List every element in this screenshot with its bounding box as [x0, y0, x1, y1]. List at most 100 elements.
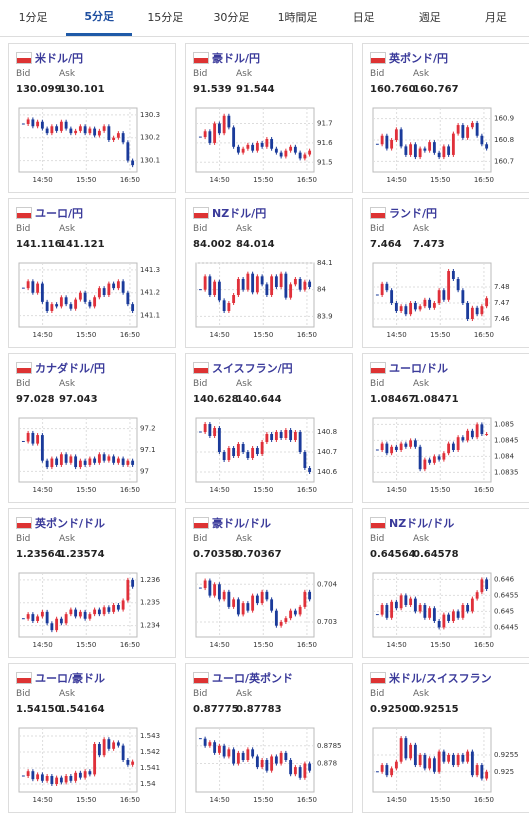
- y-tick-label: 91.5: [317, 158, 333, 166]
- candle: [97, 288, 101, 298]
- plot-frame: [18, 262, 138, 328]
- x-tick-label: 16:50: [297, 641, 317, 649]
- x-tick-label: 16:50: [474, 176, 494, 184]
- candle: [208, 580, 212, 596]
- candle: [126, 460, 130, 465]
- rate-panel[interactable]: ユーロ/英ポンド Bid Ask 0.87775 0.87783 0.8785 0.878 1…: [185, 663, 353, 813]
- pair-title: NZドル/円: [212, 207, 267, 220]
- candle: [380, 443, 384, 450]
- candle: [447, 146, 451, 155]
- candle: [97, 609, 101, 615]
- rate-panel[interactable]: NZドル/円 Bid Ask 84.002 84.014 84.1 84 83.9 14:50 1…: [185, 198, 353, 348]
- tab[interactable]: 日足: [352, 11, 375, 24]
- candle: [409, 144, 413, 155]
- flag-icon: [370, 517, 386, 529]
- bid-value: 0.87775: [193, 704, 239, 715]
- candle: [203, 276, 207, 290]
- candle: [399, 443, 403, 450]
- candle: [36, 121, 40, 127]
- ask-label: Ask: [236, 689, 253, 699]
- candle: [284, 430, 288, 438]
- candle: [78, 611, 82, 617]
- tab[interactable]: 15分足: [147, 11, 184, 24]
- candle: [303, 591, 307, 607]
- x-tick-label: 15:50: [253, 641, 273, 649]
- candle: [83, 126, 87, 134]
- rate-panel[interactable]: NZドル/ドル Bid Ask 0.64564 0.64578 0.646 0.6455 0.…: [362, 508, 529, 658]
- x-tick-label: 16:50: [297, 176, 317, 184]
- flag-icon: [193, 672, 209, 684]
- candle: [102, 739, 106, 756]
- candle: [428, 459, 432, 463]
- ask-label: Ask: [413, 224, 430, 234]
- candle: [385, 605, 389, 618]
- candle: [442, 614, 446, 628]
- candle: [255, 756, 259, 768]
- candle: [45, 611, 49, 624]
- rate-panel[interactable]: カナダドル/円 Bid Ask 97.028 97.043 97.2 97.1 97 14:50…: [8, 353, 176, 503]
- tab[interactable]: 1時間足: [277, 11, 318, 24]
- rate-panel[interactable]: 米ドル/スイスフラン Bid Ask 0.92500 0.92515 0.9255 0.92…: [362, 663, 529, 813]
- candle: [375, 614, 379, 616]
- candle: [112, 742, 116, 749]
- candle: [121, 458, 125, 465]
- candle: [208, 276, 212, 295]
- pair-title: ランド/円: [389, 207, 438, 220]
- rate-panel[interactable]: 豪ドル/ドル Bid Ask 0.70358 0.70367 0.704 0.703 14:5…: [185, 508, 353, 658]
- y-tick-label: 84.1: [317, 259, 333, 267]
- ask-value: 84.014: [236, 239, 275, 250]
- plot-frame: [195, 107, 315, 173]
- tab[interactable]: 5分足: [66, 0, 133, 36]
- candle: [437, 456, 441, 460]
- y-tick-label: 1.542: [140, 748, 160, 756]
- x-tick-label: 16:50: [297, 331, 317, 339]
- candle: [208, 742, 212, 746]
- rate-panel[interactable]: ユーロ/豪ドル Bid Ask 1.54150 1.54164 1.543 1.542 1.5…: [8, 663, 176, 813]
- x-tick-label: 14:50: [210, 176, 230, 184]
- rate-panel[interactable]: スイスフラン/円 Bid Ask 140.628 140.644 140.8 140.7 14…: [185, 353, 353, 503]
- candle: [456, 279, 460, 291]
- candle: [255, 595, 259, 604]
- rate-panel[interactable]: 英ポンド/円 Bid Ask 160.760 160.767 160.9 160.8 160.…: [362, 43, 529, 193]
- candle: [236, 279, 240, 295]
- rate-panel[interactable]: 豪ドル/円 Bid Ask 91.539 91.544 91.7 91.6 91.5 14:50…: [185, 43, 353, 193]
- candle: [45, 460, 49, 468]
- candle: [241, 148, 245, 153]
- tab[interactable]: 30分足: [213, 11, 250, 24]
- candle: [289, 146, 293, 151]
- candle: [437, 290, 441, 303]
- candle: [116, 605, 120, 610]
- y-tick-label: 1.0845: [494, 436, 519, 444]
- rate-panel[interactable]: 英ポンド/ドル Bid Ask 1.23564 1.23574 1.236 1.235 1.2…: [8, 508, 176, 658]
- rate-panel[interactable]: ユーロ/円 Bid Ask 141.116 141.121 141.3 141.2 141.1…: [8, 198, 176, 348]
- rate-panel[interactable]: 米ドル/円 Bid Ask 130.099 130.101 130.3 130.2 130.1…: [8, 43, 176, 193]
- tab[interactable]: 1分足: [18, 11, 48, 24]
- candle: [50, 776, 54, 784]
- x-tick-label: 16:50: [120, 331, 140, 339]
- candle: [222, 745, 226, 757]
- y-tick-label: 160.7: [494, 157, 514, 165]
- bid-value: 1.08467: [370, 394, 416, 405]
- candle: [198, 587, 202, 589]
- ask-value: 0.70367: [236, 549, 282, 560]
- candle: [255, 142, 259, 151]
- x-tick-label: 15:50: [430, 331, 450, 339]
- candle: [246, 144, 250, 149]
- candle: [116, 742, 120, 746]
- tab[interactable]: 月足: [484, 11, 507, 24]
- candle: [69, 776, 73, 781]
- candle: [480, 765, 484, 779]
- tab[interactable]: 週足: [418, 11, 441, 24]
- candle: [21, 440, 25, 442]
- bid-label: Bid: [16, 534, 31, 544]
- candle: [251, 273, 255, 293]
- y-tick-label: 0.645: [494, 607, 514, 615]
- candle: [69, 128, 73, 134]
- candle: [246, 452, 250, 458]
- bid-label: Bid: [370, 689, 385, 699]
- y-tick-label: 1.236: [140, 576, 161, 584]
- rate-panel[interactable]: ユーロ/ドル Bid Ask 1.08467 1.08471 1.085 1.0845 1.0…: [362, 353, 529, 503]
- rate-panel[interactable]: ランド/円 Bid Ask 7.464 7.473 7.48 7.47 7.46 14:50 15…: [362, 198, 529, 348]
- candle: [74, 299, 78, 309]
- bid-label: Bid: [370, 379, 385, 389]
